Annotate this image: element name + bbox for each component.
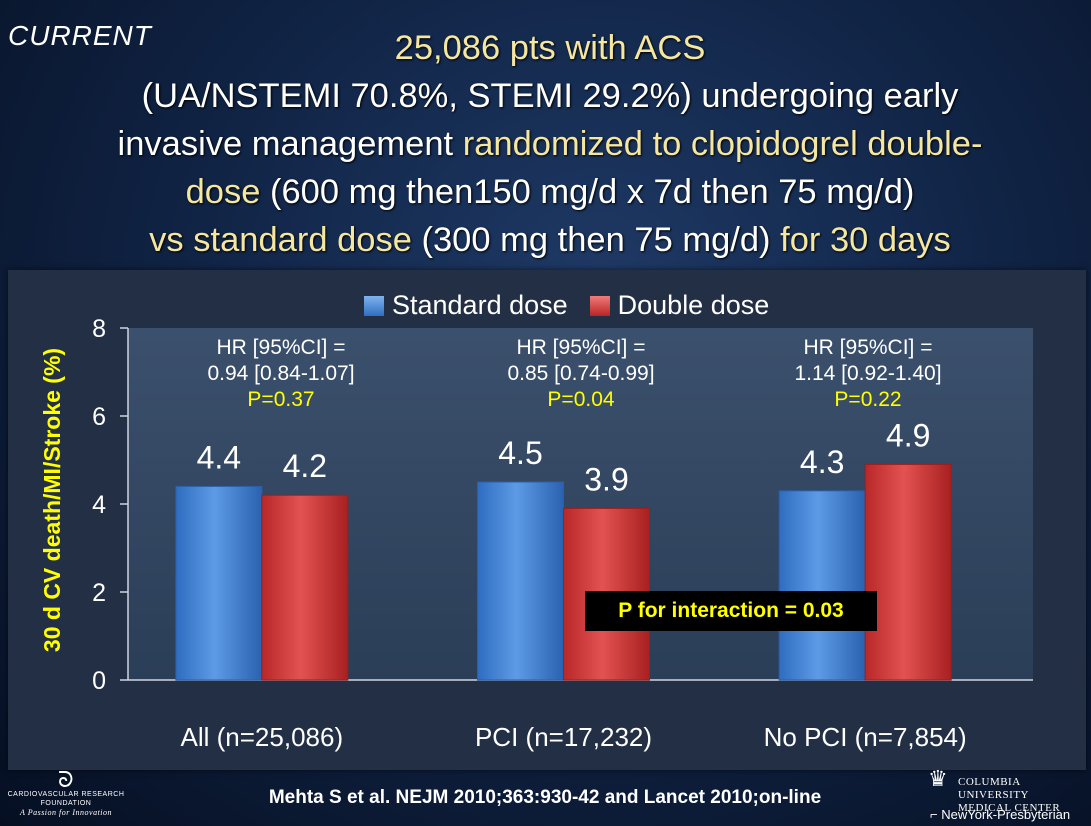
x-tick-label: All (n=25,086) bbox=[181, 722, 344, 752]
y-tick-label: 8 bbox=[92, 315, 106, 343]
bar bbox=[477, 481, 564, 681]
interaction-p-box: P for interaction = 0.03 bbox=[585, 591, 877, 631]
data-label: 4.2 bbox=[283, 448, 327, 484]
title-line-3: invasive management randomized to clopid… bbox=[117, 125, 983, 163]
title-line-4: dose (600 mg then150 mg/d x 7d then 75 m… bbox=[185, 173, 915, 211]
nyp-text: ⌐ NewYork-Presbyterian bbox=[930, 807, 1071, 822]
y-tick-label: 0 bbox=[92, 667, 106, 695]
hr-ci: 0.94 [0.84-1.07] bbox=[207, 362, 355, 385]
chart-legend: Standard dose Double dose bbox=[364, 290, 769, 321]
data-label: 3.9 bbox=[584, 461, 628, 497]
hr-label: HR [95%CI] = bbox=[803, 336, 933, 359]
hr-annotation-pci: HR [95%CI] = 0.85 [0.74-0.99] P=0.04 bbox=[481, 335, 681, 413]
crf-logo: ᘐ CARDIOVASCULAR RESEARCH FOUNDATION A P… bbox=[6, 767, 126, 818]
hr-ci: 1.14 [0.92-1.40] bbox=[794, 362, 942, 385]
nyp-label: NewYork-Presbyterian bbox=[941, 807, 1071, 822]
hr-p-value: P=0.04 bbox=[547, 388, 615, 411]
legend-swatch-double bbox=[589, 295, 610, 316]
title-line-1: 25,086 pts with ACS bbox=[394, 29, 706, 67]
crown-icon: ♛ bbox=[928, 766, 948, 791]
data-label: 4.4 bbox=[197, 439, 241, 475]
current-trial-logo: CURRENT bbox=[8, 20, 152, 51]
bar bbox=[778, 490, 866, 681]
crf-tagline: A Passion for Innovation bbox=[19, 808, 113, 817]
legend-label-double: Double dose bbox=[617, 290, 770, 320]
hr-annotation-all: HR [95%CI] = 0.94 [0.84-1.07] P=0.37 bbox=[181, 335, 381, 413]
hr-ci: 0.85 [0.74-0.99] bbox=[507, 362, 655, 385]
legend-item-standard: Standard dose bbox=[364, 290, 568, 321]
slide-title: 25,086 pts with ACS (UA/NSTEMI 70.8%, ST… bbox=[20, 24, 1080, 264]
legend-label-standard: Standard dose bbox=[392, 290, 568, 320]
title-line-5: vs standard dose (300 mg then 75 mg/d) f… bbox=[149, 221, 951, 259]
columbia-text: COLUMBIA UNIVERSITY MEDICAL CENTER bbox=[958, 776, 1088, 815]
crf-mark-icon: ᘐ bbox=[58, 767, 74, 792]
bar bbox=[864, 463, 952, 681]
x-tick-label: No PCI (n=7,854) bbox=[764, 722, 967, 752]
bar bbox=[175, 485, 263, 681]
columbia-line1: COLUMBIA UNIVERSITY bbox=[958, 776, 1029, 801]
y-tick-label: 6 bbox=[92, 403, 106, 431]
y-tick-label: 2 bbox=[92, 579, 106, 607]
hr-label: HR [95%CI] = bbox=[216, 336, 346, 359]
legend-item-double: Double dose bbox=[589, 290, 770, 321]
hr-label: HR [95%CI] = bbox=[516, 336, 646, 359]
hr-p-value: P=0.37 bbox=[247, 388, 315, 411]
bar bbox=[261, 494, 349, 681]
hr-p-value: P=0.22 bbox=[834, 388, 902, 411]
legend-swatch-standard bbox=[364, 295, 384, 316]
data-label: 4.9 bbox=[886, 417, 930, 453]
y-tick-label: 4 bbox=[92, 491, 106, 519]
data-label: 4.3 bbox=[800, 444, 844, 480]
columbia-line2: MEDICAL CENTER bbox=[958, 802, 1061, 814]
title-line-2: (UA/NSTEMI 70.8%, STEMI 29.2%) undergoin… bbox=[141, 77, 959, 115]
data-label: 4.5 bbox=[498, 435, 542, 471]
citation: Mehta S et al. NEJM 2010;363:930-42 and … bbox=[268, 787, 822, 808]
x-tick-label: PCI (n=17,232) bbox=[475, 722, 652, 752]
crf-line2: FOUNDATION bbox=[40, 800, 92, 807]
hr-annotation-no-pci: HR [95%CI] = 1.14 [0.92-1.40] P=0.22 bbox=[768, 335, 968, 413]
crf-line1: CARDIOVASCULAR RESEARCH bbox=[7, 791, 125, 798]
